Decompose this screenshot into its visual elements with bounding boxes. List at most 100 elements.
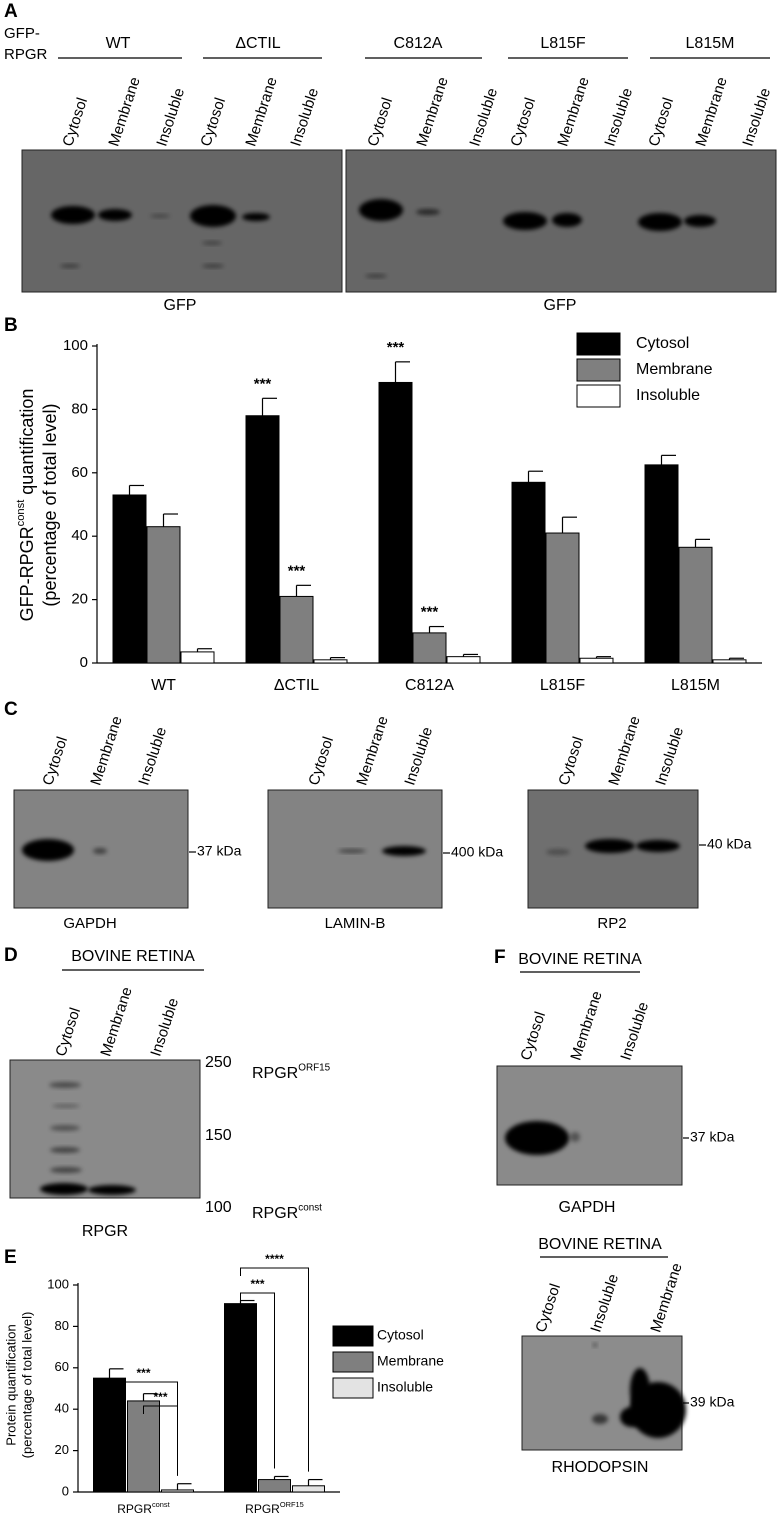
- lane-label: Cytosol: [52, 1006, 84, 1059]
- lane-label: Membrane: [87, 714, 125, 787]
- group-label: WT: [106, 35, 131, 52]
- lane-label: Cytosol: [305, 735, 337, 788]
- band: [503, 212, 547, 230]
- blot-caption: GAPDH: [559, 1199, 616, 1216]
- blot-caption: RP2: [597, 915, 626, 932]
- panel-label: D: [4, 945, 18, 966]
- band: [505, 1121, 569, 1155]
- lane-label: Cytosol: [39, 735, 71, 788]
- text-sup: ORF15: [298, 1062, 330, 1073]
- y-axis-label: Protein quantification: [3, 1324, 18, 1445]
- panel-label: A: [4, 1, 18, 22]
- group-label: C812A: [394, 35, 443, 52]
- lane-label: Insoluble: [287, 86, 322, 148]
- significance-bracket: [143, 1405, 178, 1476]
- text-sup: ORF15: [280, 1500, 304, 1509]
- x-tick-label: ΔCTIL: [274, 677, 319, 694]
- band: [338, 849, 366, 853]
- band: [242, 213, 270, 221]
- panel-label: E: [4, 1247, 17, 1268]
- legend-label: Membrane: [377, 1353, 444, 1369]
- band: [684, 215, 716, 227]
- band: [50, 1125, 80, 1131]
- band: [98, 209, 132, 221]
- size-marker: 37 kDa: [197, 843, 242, 859]
- x-tick-label: RPGRconst: [117, 1500, 170, 1516]
- group-label: ΔCTIL: [235, 35, 280, 52]
- significance-bracket: [240, 1292, 275, 1469]
- lane-label: Cytosol: [532, 1282, 564, 1335]
- size-marker: 250: [205, 1054, 232, 1071]
- text-main: RPGR: [245, 1502, 280, 1516]
- band: [546, 849, 570, 855]
- band: [50, 1167, 82, 1173]
- text-main: GFP-RPGR: [17, 526, 37, 621]
- text-main: RPGR: [252, 1065, 298, 1082]
- band: [150, 214, 170, 218]
- row-label: RPGR: [4, 46, 48, 63]
- x-tick-label: L815M: [671, 677, 720, 694]
- lane-label: Membrane: [97, 985, 135, 1058]
- group-label: BOVINE RETINA: [518, 951, 642, 968]
- bar: [644, 464, 679, 664]
- x-tick-label: C812A: [405, 677, 454, 694]
- size-marker: 100: [205, 1199, 232, 1216]
- lane-label: Cytosol: [364, 96, 396, 149]
- bar: [678, 546, 713, 664]
- y-tick-label: 40: [71, 527, 88, 544]
- band: [190, 205, 236, 227]
- band: [202, 264, 224, 268]
- legend-label: Membrane: [636, 361, 713, 378]
- significance-label: ****: [265, 1252, 284, 1266]
- legend-swatch: [332, 1325, 374, 1347]
- y-tick-label: 20: [55, 1442, 69, 1457]
- legend-label: Insoluble: [636, 387, 700, 404]
- significance-label: ***: [153, 1390, 167, 1404]
- y-tick-label: 100: [47, 1276, 69, 1291]
- lane-label: Cytosol: [517, 1010, 549, 1063]
- significance-label: ***: [421, 604, 439, 621]
- band: [382, 846, 426, 856]
- size-marker: 39 kDa: [690, 1394, 735, 1410]
- band: [593, 1343, 597, 1347]
- x-tick-label: RPGRORF15: [245, 1500, 304, 1516]
- bar: [712, 659, 747, 664]
- lane-label: Insoluble: [652, 725, 687, 787]
- bar: [579, 657, 614, 664]
- legend-swatch: [576, 384, 621, 408]
- bar: [446, 656, 481, 664]
- lane-label: Insoluble: [147, 996, 182, 1058]
- bar: [511, 481, 546, 664]
- lane-label: Insoluble: [739, 86, 774, 148]
- text-main: RPGR: [252, 1205, 298, 1222]
- text-sup: const: [152, 1500, 171, 1509]
- group-label: L815M: [686, 35, 735, 52]
- text-sup: const: [298, 1202, 322, 1213]
- band: [93, 848, 107, 854]
- y-tick-label: 60: [55, 1359, 69, 1374]
- blot-caption: GFP: [544, 297, 577, 314]
- lane-label: Cytosol: [197, 96, 229, 149]
- text-main: RPGR: [117, 1502, 152, 1516]
- band: [22, 839, 74, 861]
- significance-label: ***: [387, 339, 405, 356]
- lane-label: Membrane: [692, 75, 730, 148]
- bar: [545, 532, 580, 664]
- band: [50, 1147, 80, 1153]
- band: [49, 1082, 81, 1088]
- legend-swatch: [332, 1377, 374, 1399]
- legend-label: Cytosol: [636, 335, 689, 352]
- lane-label: Insoluble: [401, 725, 436, 787]
- legend-swatch: [332, 1351, 374, 1373]
- lane-label: Membrane: [647, 1261, 685, 1334]
- band: [638, 213, 682, 231]
- lane-label: Insoluble: [617, 1000, 652, 1062]
- band: [636, 840, 680, 852]
- band: [570, 1132, 580, 1142]
- size-marker: 40 kDa: [707, 836, 752, 852]
- lane-label: Insoluble: [466, 86, 501, 148]
- band: [416, 209, 440, 215]
- bar: [112, 494, 147, 664]
- band: [359, 199, 403, 221]
